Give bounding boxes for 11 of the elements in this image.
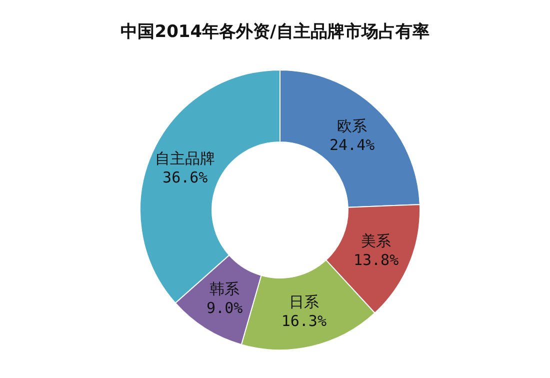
slice-label: 欧系	[337, 117, 368, 136]
chart-title: 中国2014年各外资/自主品牌市场占有率	[120, 21, 430, 43]
slice-label: 韩系	[210, 280, 240, 298]
data-label: 16.3%	[281, 312, 327, 330]
data-label: 24.4%	[330, 136, 375, 154]
data-label: 36.6%	[162, 168, 208, 186]
data-label: 9.0%	[206, 299, 243, 318]
slice-label: 自主品牌	[155, 149, 216, 168]
data-label: 13.8%	[353, 250, 399, 269]
slice-label: 美系	[361, 232, 392, 250]
slice-label: 日系	[288, 293, 319, 312]
